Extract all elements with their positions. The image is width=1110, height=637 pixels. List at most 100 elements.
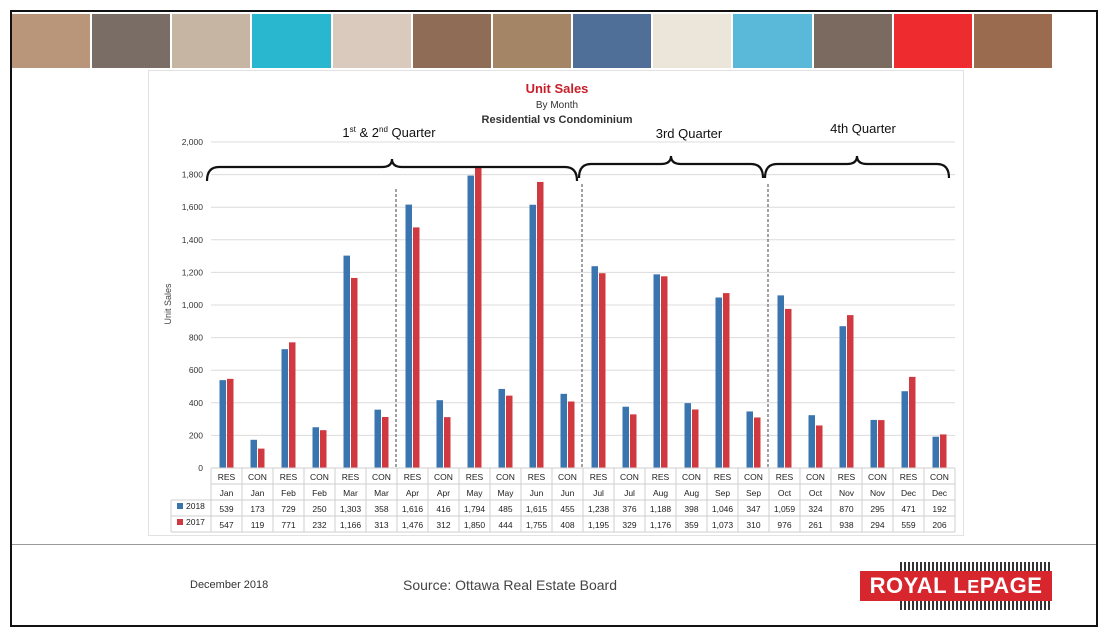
y-tick-label: 0 (198, 463, 203, 473)
quarter-brace (205, 158, 579, 182)
data-label-2018: 870 (839, 504, 853, 514)
data-label-2018: 471 (901, 504, 915, 514)
category-type-label: RES (714, 472, 732, 482)
data-label-2018: 1,046 (712, 504, 734, 514)
data-label-2017: 232 (312, 520, 326, 530)
bar-2018-21 (870, 419, 877, 468)
data-label-2018: 485 (498, 504, 512, 514)
data-label-2018: 455 (560, 504, 574, 514)
data-label-2017: 261 (808, 520, 822, 530)
category-type-label: RES (838, 472, 856, 482)
legend-label-2018: 2018 (186, 501, 205, 511)
category-type-label: RES (652, 472, 670, 482)
data-label-2018: 173 (250, 504, 264, 514)
blank-panel (653, 14, 732, 68)
data-label-2017: 359 (684, 520, 698, 530)
category-type-label: RES (218, 472, 236, 482)
data-label-2017: 294 (870, 520, 884, 530)
bar-2017-14 (661, 276, 668, 468)
bar-2017-3 (320, 430, 327, 468)
quarter-label-q4: 4th Quarter (830, 121, 896, 136)
chart-subtitle: By Month (536, 100, 578, 111)
data-label-2018: 376 (622, 504, 636, 514)
couple-smiling-photo (412, 14, 491, 68)
data-label-2018: 358 (374, 504, 388, 514)
photo-strip (12, 14, 1053, 68)
data-label-2017: 408 (560, 520, 574, 530)
bar-2017-21 (878, 420, 885, 468)
data-label-2017: 1,476 (402, 520, 424, 530)
data-label-2017: 976 (777, 520, 791, 530)
data-label-2017: 312 (436, 520, 450, 530)
legend-label-2017: 2017 (186, 517, 205, 527)
bar-2018-0 (219, 380, 226, 468)
bar-2017-5 (382, 416, 389, 468)
logo-top-bars (900, 562, 1052, 571)
legend-key-2018 (177, 503, 183, 509)
data-label-2018: 192 (932, 504, 946, 514)
data-label-2017: 329 (622, 520, 636, 530)
legend-key-2017 (177, 519, 183, 525)
category-type-label: CON (434, 472, 453, 482)
category-type-label: CON (558, 472, 577, 482)
category-type-label: CON (744, 472, 763, 482)
data-label-2018: 539 (219, 504, 233, 514)
category-month-label: May (466, 488, 483, 498)
quarter-brace (763, 155, 951, 179)
category-month-label: Jul (593, 488, 604, 498)
bar-2017-9 (506, 395, 513, 468)
footer-divider (12, 544, 1096, 545)
logo-wordmark: ROYAL LEPAGE (860, 571, 1052, 601)
royal-lepage-logo: ROYAL LEPAGE (860, 562, 1052, 610)
data-label-2018: 1,616 (402, 504, 424, 514)
category-type-label: CON (310, 472, 329, 482)
category-month-label: Oct (778, 488, 792, 498)
bar-2018-8 (467, 175, 474, 468)
data-label-2018: 1,303 (340, 504, 362, 514)
data-label-2017: 1,176 (650, 520, 672, 530)
category-type-label: RES (342, 472, 360, 482)
category-month-label: Jan (220, 488, 234, 498)
bar-2017-20 (847, 315, 854, 468)
category-month-label: Sep (746, 488, 761, 498)
bar-2017-12 (599, 273, 606, 468)
y-tick-label: 1,000 (182, 300, 204, 310)
category-month-label: Apr (406, 488, 419, 498)
bar-2018-17 (746, 411, 753, 468)
category-type-label: RES (528, 472, 546, 482)
category-type-label: RES (404, 472, 422, 482)
category-month-label: Nov (839, 488, 855, 498)
bar-2017-18 (785, 308, 792, 468)
data-label-2018: 250 (312, 504, 326, 514)
bar-2018-16 (715, 297, 722, 468)
bar-2018-15 (684, 403, 691, 468)
quarter-label-q1-q2: 1st & 2nd Quarter (342, 125, 436, 140)
category-month-label: Feb (281, 488, 296, 498)
data-label-2017: 1,166 (340, 520, 362, 530)
category-month-label: Mar (343, 488, 358, 498)
bar-2018-13 (622, 406, 629, 468)
data-label-2017: 1,073 (712, 520, 734, 530)
chart-panel: Unit Sales By Month Residential vs Condo… (148, 70, 964, 536)
bar-2017-22 (909, 376, 916, 468)
bar-2017-1 (258, 448, 265, 468)
category-type-label: CON (620, 472, 639, 482)
data-label-2017: 313 (374, 520, 388, 530)
woman-phone-photo (332, 14, 411, 68)
category-month-label: May (497, 488, 514, 498)
data-label-2018: 398 (684, 504, 698, 514)
bar-2018-7 (436, 400, 443, 468)
category-month-label: Jun (530, 488, 544, 498)
y-tick-label: 200 (189, 430, 203, 440)
bar-2017-6 (413, 227, 420, 468)
data-label-2017: 1,195 (588, 520, 610, 530)
data-label-2017: 938 (839, 520, 853, 530)
bar-2018-5 (374, 409, 381, 468)
data-label-2018: 324 (808, 504, 822, 514)
y-tick-label: 2,000 (182, 137, 204, 147)
bar-2017-11 (568, 401, 575, 468)
data-label-2018: 1,188 (650, 504, 672, 514)
house-photo (492, 14, 572, 68)
category-month-label: Aug (653, 488, 668, 498)
bar-2018-1 (250, 439, 257, 468)
